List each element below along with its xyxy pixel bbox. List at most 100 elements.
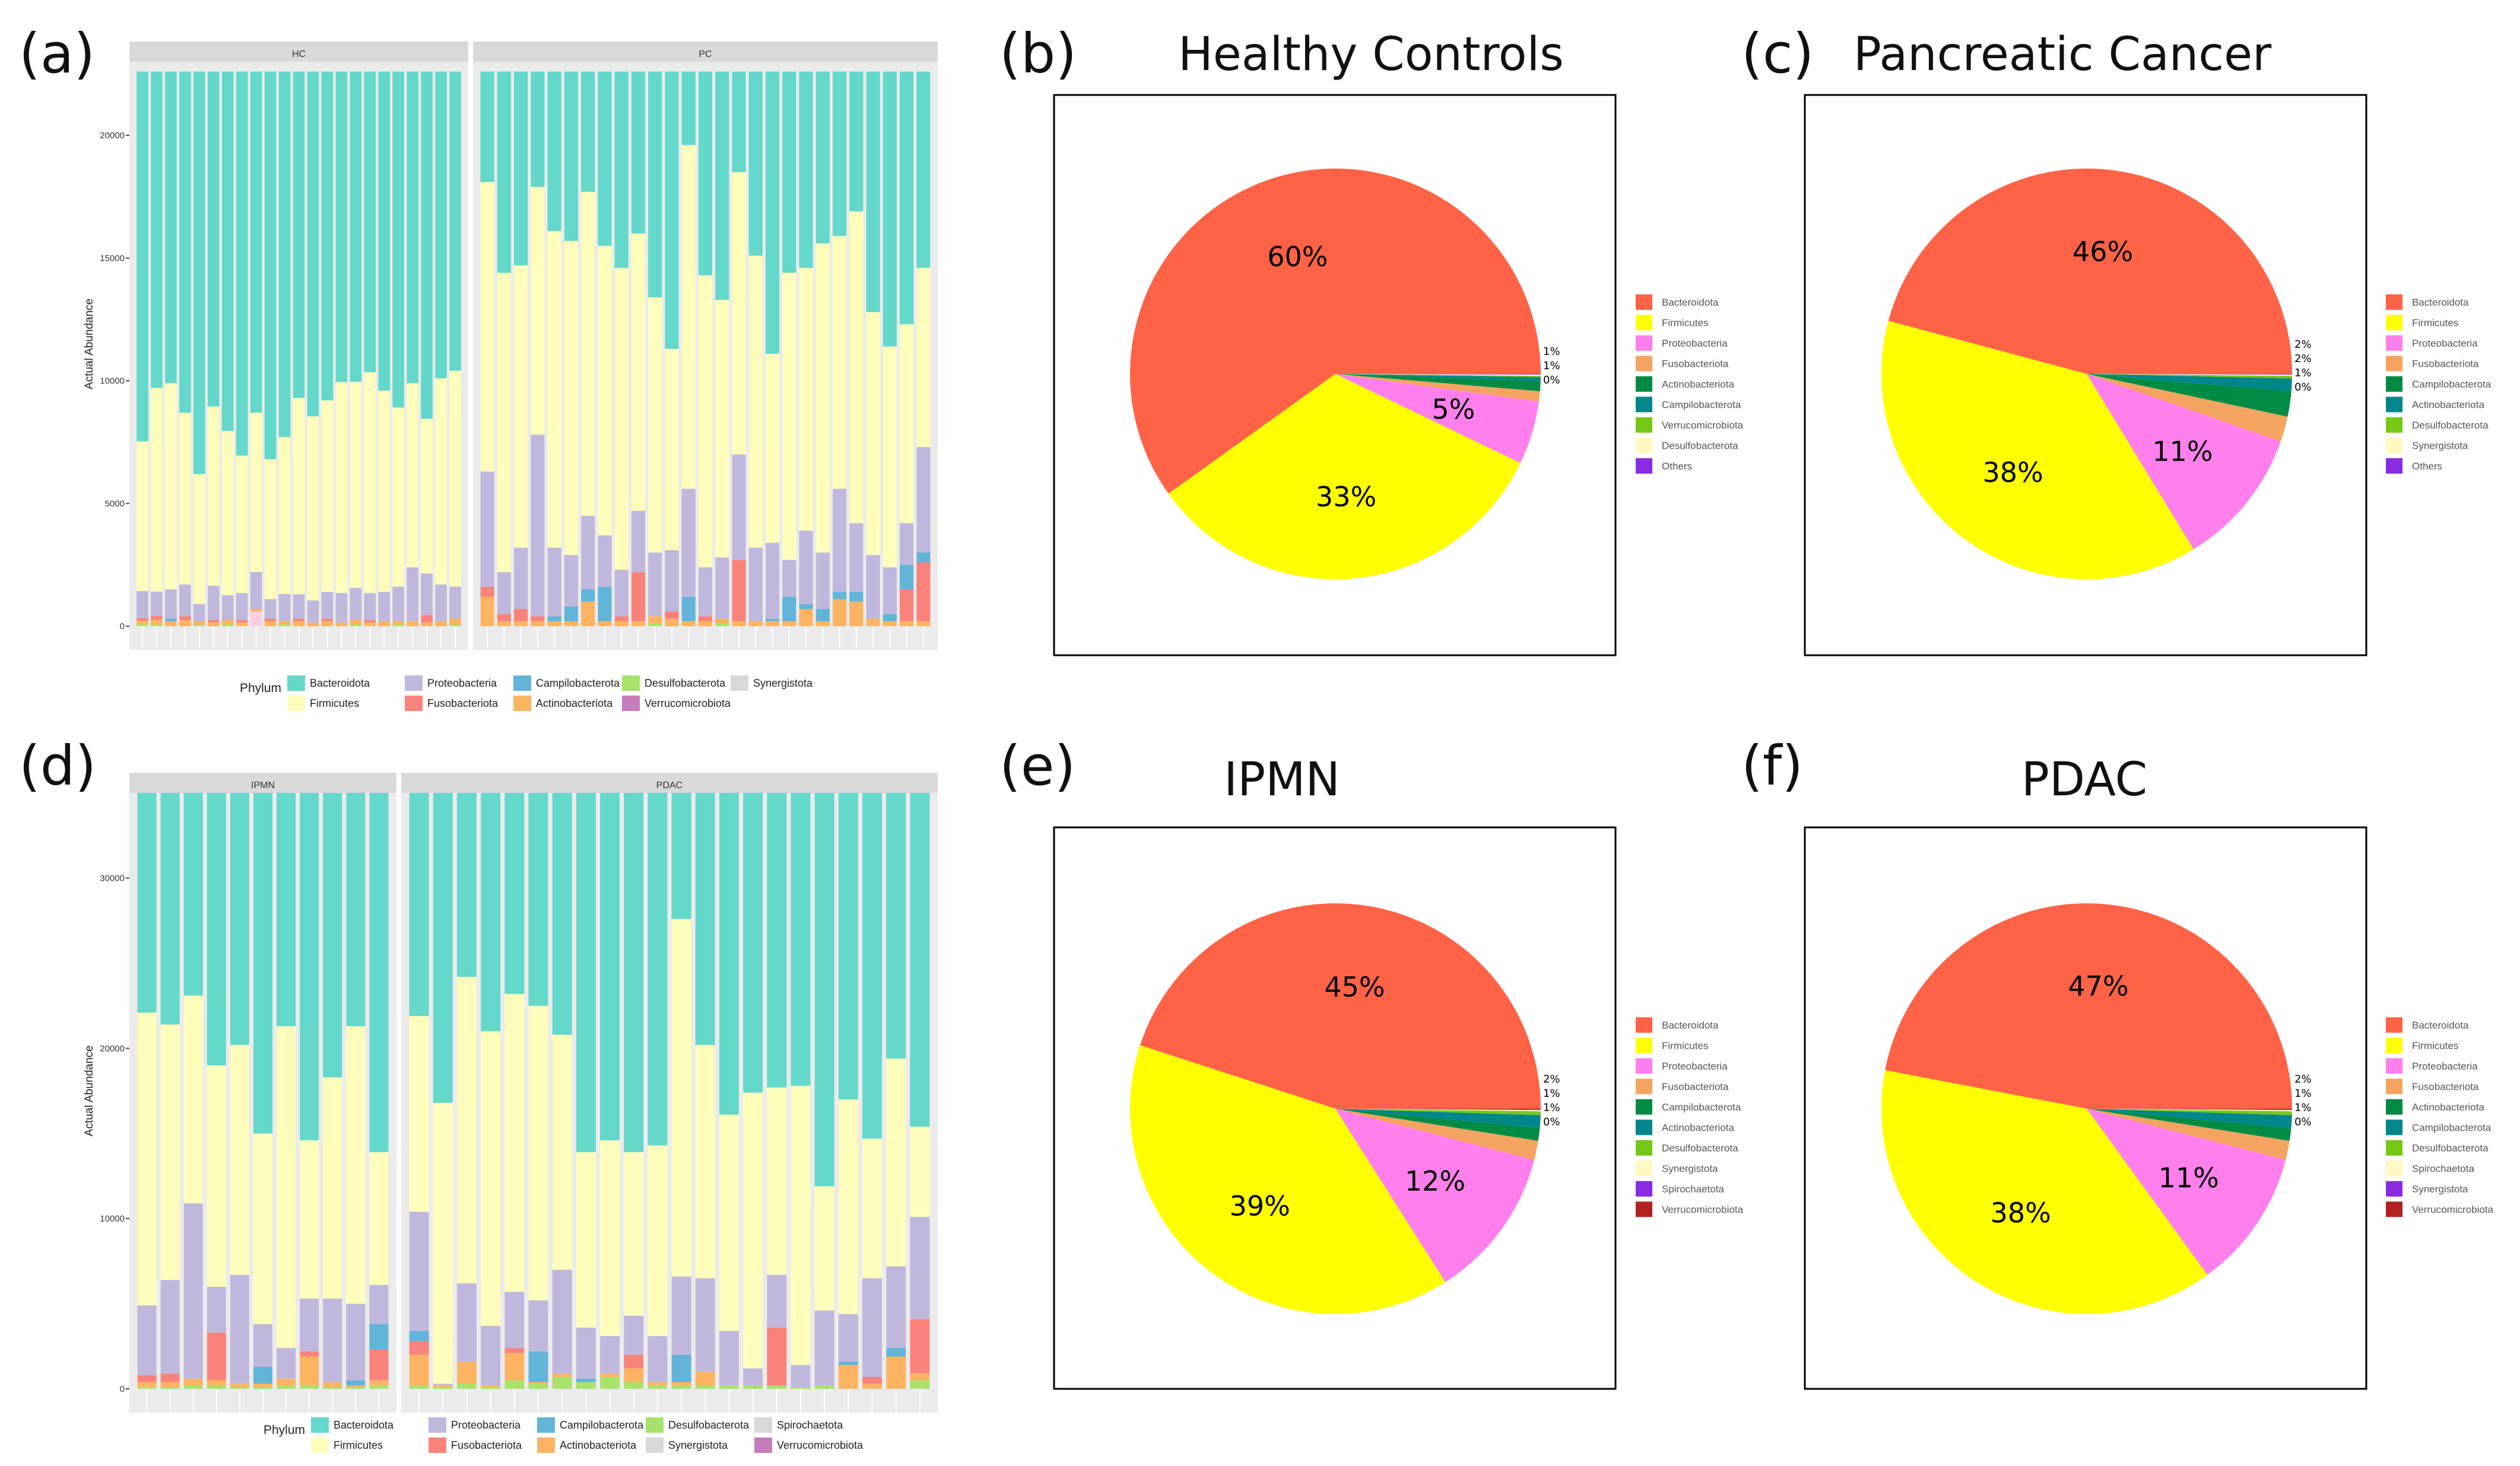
- bar-segment-bacteroidota: [671, 793, 691, 919]
- bar-segment-proteobacteria: [514, 547, 528, 610]
- bar-segment-actinobacteriota: [838, 1365, 858, 1389]
- bar-segment-bacteroidota: [581, 71, 595, 192]
- bar-segment-bacteroidota: [300, 793, 319, 1141]
- legend-swatch-proteobacteria: [429, 1417, 446, 1433]
- pie-slice-desulfobacterota: [1335, 1109, 1541, 1115]
- pie-legend-label-bacteroidota: Bacteroidota: [2412, 1020, 2469, 1031]
- pie-legend-label-proteobacteria: Proteobacteria: [1662, 338, 1728, 349]
- pie-legend-label-desulfobacterota: Desulfobacterota: [1662, 440, 1738, 452]
- bar-segment-campilobacterota: [815, 609, 830, 621]
- bar-segment-bacteroidota: [207, 793, 226, 1065]
- bar-segment-desulfobacterota: [552, 1376, 572, 1389]
- bar-segment-firmicutes: [715, 300, 729, 558]
- bar-segment-actinobacteriota: [137, 1382, 157, 1388]
- bar-segment-actinobacteriota: [435, 621, 447, 626]
- pie-legend-swatch-bacteroidota: [1636, 1017, 1652, 1033]
- bar-segment-bacteroidota: [767, 793, 787, 1088]
- pie-legend-label-others: Others: [2412, 461, 2442, 472]
- bar-segment-proteobacteria: [207, 585, 220, 620]
- bar-segment-bacteroidota: [481, 793, 501, 1032]
- bar-segment-firmicutes: [183, 995, 203, 1204]
- bar-segment-proteobacteria: [183, 1203, 203, 1379]
- bar-segment-firmicutes: [748, 255, 763, 548]
- pie-legend: Bacteroidota Firmicutes Proteobacteria Fuso…: [2386, 294, 2492, 474]
- pie-legend-swatch-actinobacteriota: [2386, 1099, 2402, 1115]
- bar-segment-proteobacteria: [862, 1278, 883, 1377]
- bar-segment-actinobacteriota: [350, 620, 362, 625]
- pie-legend-label-firmicutes: Firmicutes: [2412, 1040, 2458, 1052]
- bar-segment-firmicutes: [392, 407, 405, 587]
- pie-slice-label-campilobacterota: 0%: [1543, 374, 1560, 386]
- pie-legend-label-desulfobacterota: Desulfobacterota: [1662, 1143, 1738, 1154]
- bar-segment-proteobacteria: [207, 1286, 226, 1333]
- legend-title: Phylum: [264, 1423, 305, 1437]
- bar-segment-firmicutes: [671, 919, 691, 1277]
- bar-segment-proteobacteria: [230, 1274, 249, 1384]
- bar-segment-firmicutes: [407, 383, 418, 567]
- bar-segment-actinobacteriota: [866, 618, 880, 626]
- bar-segment-firmicutes: [350, 382, 362, 588]
- pie-slice-bacteroidota: [1130, 169, 1541, 494]
- pie-chart-c: 46% 38% 11% 2% 2% 1% 0% Bacteroidota Firmicutes P…: [1804, 94, 2492, 656]
- pie-slice-label-bacteroidota: 45%: [1324, 971, 1385, 1003]
- bar-segment-proteobacteria: [236, 593, 248, 620]
- bar-segment-campilobacterota: [253, 1366, 273, 1384]
- bar-segment-firmicutes: [293, 398, 305, 595]
- pie-legend-swatch-firmicutes: [1636, 315, 1652, 331]
- bar-segment-actinobacteriota: [598, 621, 612, 626]
- bar-segment-fusobacteriota: [179, 616, 191, 620]
- facet-label-pdac: PDAC: [656, 780, 683, 791]
- bar-segment-firmicutes: [665, 348, 679, 550]
- bar-segment-bacteroidota: [407, 71, 418, 383]
- bar-segment-firmicutes: [815, 243, 830, 553]
- pie-slice-verrucomicrobiota: [1335, 374, 1541, 377]
- bar-segment-proteobacteria: [335, 593, 348, 623]
- bar-segment-fusobacteriota: [631, 572, 646, 621]
- bar-segment-proteobacteria: [323, 1298, 342, 1382]
- bar-segment-bacteroidota: [409, 793, 429, 1016]
- bar-segment-bacteroidota: [421, 71, 433, 419]
- bar-segment-proteobacteria: [765, 542, 780, 619]
- bar-segment-bacteroidota: [392, 71, 405, 408]
- bar-segment-actinobacteriota: [564, 621, 579, 626]
- y-tick-label: 20000: [100, 1043, 125, 1054]
- bar-segment-proteobacteria: [293, 594, 305, 619]
- bar-segment-actinobacteriota: [409, 1354, 429, 1386]
- pie-legend-swatch-bacteroidota: [2386, 1017, 2402, 1033]
- bar-segment-actinobacteriota: [421, 622, 433, 626]
- bar-segment-fusobacteriota: [698, 616, 713, 621]
- bar-segment-bacteroidota: [715, 71, 729, 300]
- bar-segment-firmicutes: [767, 1087, 787, 1275]
- legend-label-spirochaetota: Spirochaetota: [777, 1419, 843, 1431]
- bar-segment-proteobacteria: [715, 557, 729, 619]
- pie-slice-label-firmicutes: 39%: [1230, 1190, 1290, 1222]
- y-tick-label: 10000: [100, 1214, 125, 1224]
- bar-segment-actinobacteriota: [552, 1373, 572, 1377]
- pie-legend-label-fusobacteriota: Fusobacteriota: [2412, 358, 2479, 370]
- pie-legend-swatch-firmicutes: [2386, 1037, 2402, 1054]
- bar-segment-actinobacteriota: [335, 622, 348, 626]
- pie-legend-swatch-proteobacteria: [2386, 1058, 2402, 1074]
- bar-segment-desulfobacterota: [449, 624, 461, 626]
- pie-legend-swatch-spirochaetota: [1636, 1181, 1652, 1197]
- bar-segment-proteobacteria: [531, 434, 545, 617]
- pie-legend-swatch-others: [2386, 458, 2402, 474]
- pie-legend-label-spirochaetota: Spirochaetota: [2412, 1163, 2474, 1175]
- bar-segment-bacteroidota: [221, 71, 234, 431]
- bar-segment-proteobacteria: [624, 1315, 644, 1355]
- pie-legend-swatch-synergistota: [1636, 1160, 1652, 1176]
- bar-segment-firmicutes: [910, 1127, 930, 1217]
- bar-segment-proteobacteria: [547, 547, 561, 617]
- bar-segment-proteobacteria: [743, 1368, 763, 1386]
- stacked-bar-chart-a: 0 5000 10000 15000 20000 Actual Abundance HC PC…: [83, 42, 938, 711]
- bar-segment-proteobacteria: [665, 550, 679, 612]
- bar-segment-proteobacteria: [378, 592, 391, 621]
- bar-segment-fusobacteriota: [137, 1375, 157, 1382]
- pie-slice-bacteroidota: [1888, 169, 2292, 374]
- pie-legend-label-bacteroidota: Bacteroidota: [1662, 297, 1719, 308]
- bar-segment-desulfobacterota: [743, 1385, 763, 1389]
- bar-segment-desulfobacterota: [137, 624, 148, 626]
- y-tick-label: 20000: [100, 131, 125, 141]
- pie-slice-label-proteobacteria: 11%: [2159, 1162, 2219, 1194]
- bar-segment-desulfobacterota: [160, 1387, 180, 1389]
